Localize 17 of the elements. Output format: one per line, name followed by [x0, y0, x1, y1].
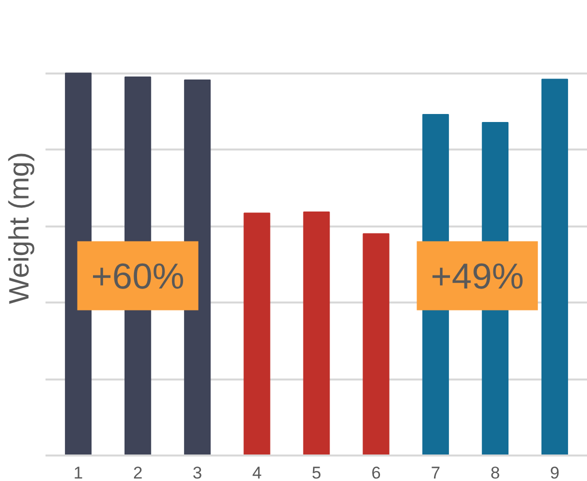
x-tick-label: 9	[550, 464, 560, 481]
x-tick-label: 5	[312, 464, 322, 481]
x-tick-label: 8	[490, 464, 500, 481]
x-tick-label: 6	[371, 464, 381, 481]
bar	[64, 72, 92, 456]
x-tick-label: 2	[133, 464, 143, 481]
y-axis-title: Weight (mg)	[4, 152, 34, 304]
x-tick-label: 7	[430, 464, 440, 481]
x-tick-label: 3	[192, 464, 202, 481]
x-tick-label: 1	[74, 464, 83, 481]
x-tick-label: 4	[252, 464, 262, 481]
annotation: +49%	[430, 255, 524, 296]
bar	[541, 78, 568, 456]
bar	[303, 211, 330, 456]
bar	[244, 212, 270, 456]
bar	[362, 233, 390, 456]
annotation: +60%	[91, 255, 184, 296]
